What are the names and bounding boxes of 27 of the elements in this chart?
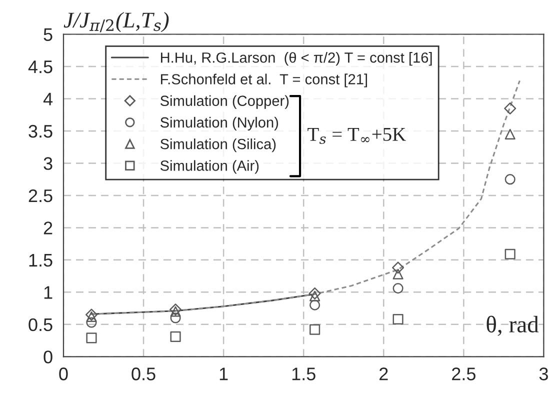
y-tick-label: 4.5 — [28, 60, 52, 74]
legend-label: F.Schonfeld et al. T = const [21] — [161, 74, 367, 88]
y-tick-label: 4 — [43, 92, 53, 106]
y-tick-label: 1 — [44, 286, 52, 299]
x-tick-label: 1.5 — [292, 368, 316, 380]
y-axis-title: J/J$_{π/2}$(L,T$_{s}$) — [64, 12, 169, 32]
y-tick-label: 2 — [44, 222, 52, 234]
x-tick-label: 2.5 — [452, 368, 476, 380]
annotation: T$_{s}$ = T$_{∞}$+5K — [308, 128, 406, 144]
y-tick-label: 0.5 — [28, 318, 52, 332]
x-tick-label: 0 — [59, 368, 68, 380]
y-tick-label: 2.5 — [28, 189, 52, 202]
legend-label: Simulation (Nylon) — [160, 116, 278, 130]
x-tick-label: 1 — [220, 368, 228, 380]
legend-label: H.Hu, R.G.Larson (θ < π/2) T = const [16] — [161, 52, 432, 66]
y-tick-label: 3 — [44, 157, 52, 170]
y-tick-label: 5 — [44, 28, 52, 41]
legend-label: Simulation (Air) — [160, 160, 259, 174]
y-tick-label: 0 — [44, 350, 52, 364]
x-axis-title: θ, rad — [486, 316, 539, 336]
x-tick-label: 3 — [539, 368, 548, 380]
x-tick-label: 0.5 — [132, 368, 156, 380]
y-tick-label: 1.5 — [29, 254, 52, 267]
y-tick-label: 3.5 — [28, 124, 52, 138]
x-tick-label: 2 — [380, 368, 388, 380]
legend-label: Simulation (Copper) — [160, 95, 289, 109]
legend-label: Simulation (Silica) — [160, 138, 276, 152]
